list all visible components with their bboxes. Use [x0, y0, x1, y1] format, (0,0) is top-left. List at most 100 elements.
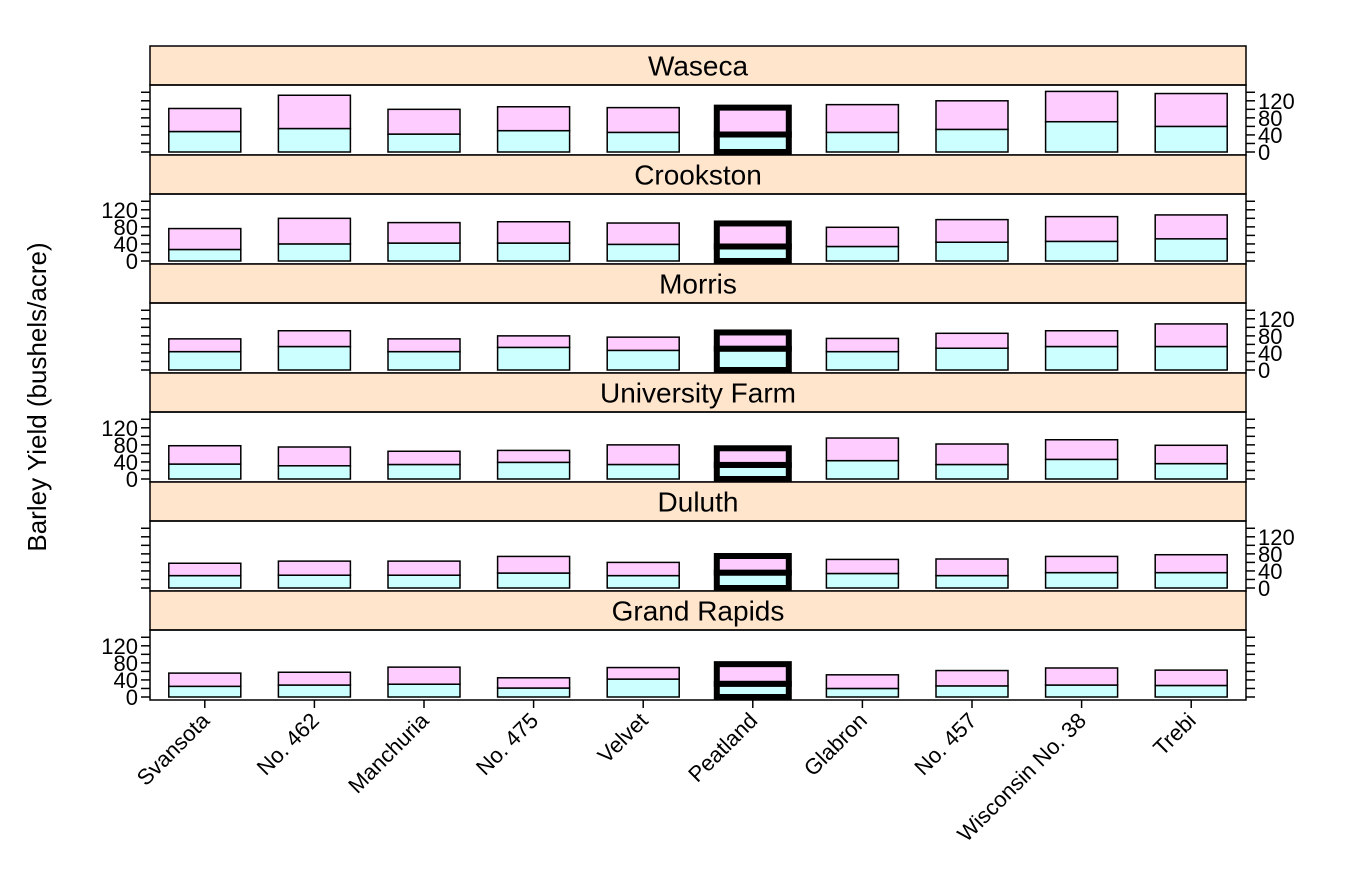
bar-lower: [387, 574, 461, 589]
bar-lower: [1154, 125, 1228, 153]
bar-upper: [277, 671, 352, 686]
bar-upper: [935, 100, 1009, 131]
bar-lower: [713, 345, 792, 373]
bar-upper: [1044, 438, 1119, 461]
bar-upper: [168, 338, 242, 353]
bar-lower: [277, 465, 352, 480]
bar-upper: [387, 108, 461, 135]
bar-lower: [825, 459, 900, 480]
y-tick-label: 80: [114, 215, 138, 240]
x-axis: Svansota No. 462 Manchuria No. 475 Velvet Pea…: [132, 700, 1201, 847]
bar-upper: [825, 226, 900, 248]
y-tick-label: 120: [101, 416, 138, 441]
bar-lower: [825, 245, 900, 262]
bar-upper: [496, 677, 571, 689]
bar-lower: [168, 248, 242, 262]
bar-lower: [1044, 684, 1119, 698]
bar-upper: [1154, 669, 1228, 687]
bar-upper: [825, 337, 900, 353]
bar-upper: [935, 558, 1009, 577]
bar-upper: [1154, 92, 1228, 128]
bar-lower: [277, 345, 352, 371]
x-tick-label: Velvet: [593, 708, 653, 768]
y-tick-label: 40: [114, 668, 138, 693]
bar-upper: [168, 227, 242, 251]
bar-upper: [1154, 444, 1228, 465]
bar-upper: [277, 94, 352, 130]
y-tick-label: 120: [1258, 525, 1295, 550]
bar-upper: [825, 103, 900, 134]
bar-upper: [387, 450, 461, 466]
bar-lower: [1044, 240, 1119, 262]
panel-strip: [149, 263, 1247, 304]
bar-upper: [935, 332, 1009, 349]
bar-lower: [496, 129, 571, 153]
bar-lower: [606, 574, 680, 589]
bar-upper: [387, 560, 461, 576]
bar-upper: [168, 444, 242, 465]
bar-lower: [1044, 345, 1119, 371]
bar-lower: [606, 349, 680, 371]
bar-lower: [935, 241, 1009, 262]
bar-upper: [825, 437, 900, 462]
y-tick-label: 40: [1258, 341, 1282, 366]
panel-title: Waseca: [648, 51, 749, 82]
bar-upper: [277, 446, 352, 467]
bar-upper: [387, 221, 461, 244]
bar-upper: [606, 336, 680, 352]
bar-lower: [387, 463, 461, 480]
bar-upper: [277, 217, 352, 245]
panel-title: Crookston: [634, 160, 762, 191]
bar-lower: [496, 687, 571, 698]
bar-upper: [935, 443, 1009, 466]
x-tick-label: Manchuria: [343, 707, 434, 798]
bar-upper: [387, 666, 461, 685]
x-tick-label: Trebi: [1148, 708, 1201, 761]
bar-lower: [1154, 684, 1228, 698]
bar-upper: [496, 449, 571, 464]
bar-lower: [168, 130, 242, 153]
bar-lower: [1044, 571, 1119, 589]
x-tick-label: No. 462: [252, 708, 324, 780]
bar-lower: [168, 350, 242, 371]
y-tick-label: 0: [126, 249, 138, 274]
bar-lower: [935, 574, 1009, 589]
bar-lower: [387, 133, 461, 153]
bar-upper: [1044, 667, 1119, 686]
bar-lower: [825, 687, 900, 698]
bar-lower: [606, 463, 680, 480]
bar-upper: [713, 661, 792, 687]
y-tick-label: 80: [1258, 324, 1282, 349]
bar-upper: [1044, 329, 1119, 348]
bar-lower: [1154, 238, 1228, 262]
y-tick-label: 120: [101, 634, 138, 659]
bar-lower: [825, 350, 900, 371]
bar-upper: [1154, 214, 1228, 240]
bar-upper: [935, 669, 1009, 687]
bar-lower: [935, 347, 1009, 371]
x-tick-label: No. 457: [909, 708, 981, 780]
bar-upper: [387, 338, 461, 353]
bar-upper: [1044, 90, 1119, 123]
bar-lower: [1154, 462, 1228, 480]
y-tick-label: 120: [101, 198, 138, 223]
panel-frame: [149, 629, 1247, 701]
bar-upper: [1044, 555, 1119, 574]
bar-upper: [606, 222, 680, 246]
y-tick-label: 120: [1258, 89, 1295, 114]
panels-group: Waseca04080120Crookston04080120Morris040…: [101, 45, 1295, 710]
bar-lower: [387, 242, 461, 262]
bar-lower: [168, 463, 242, 480]
bar-lower: [496, 242, 571, 262]
bar-lower: [277, 574, 352, 589]
bar-upper: [935, 218, 1009, 243]
panel-strip: [149, 590, 1247, 631]
panel-title: University Farm: [600, 378, 796, 409]
y-tick-label: 120: [1258, 307, 1295, 332]
panel-strip: [149, 481, 1247, 522]
bar-upper: [496, 220, 571, 244]
